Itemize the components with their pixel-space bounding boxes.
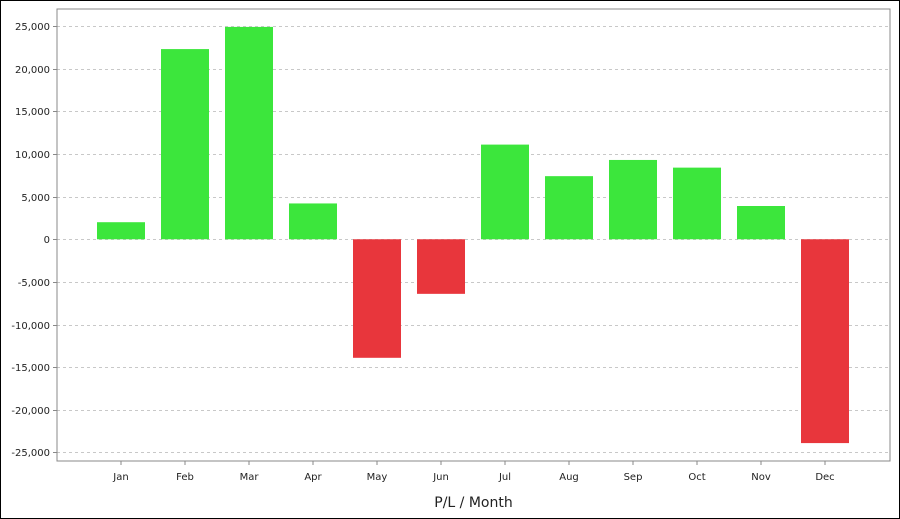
bar-jun	[417, 239, 465, 294]
x-tick-label-may: May	[367, 472, 388, 483]
bar-apr	[289, 203, 337, 240]
bar-jul	[481, 144, 529, 240]
y-tick-label: 5,000	[21, 193, 50, 204]
x-tick-label-jun: Jun	[432, 472, 449, 483]
y-tick-label: -20,000	[11, 406, 50, 417]
y-tick-label: -15,000	[11, 363, 50, 374]
bars	[97, 26, 849, 444]
x-tick-label-nov: Nov	[751, 472, 771, 483]
bar-nov	[737, 206, 785, 240]
x-tick-label-jan: Jan	[112, 472, 128, 483]
bar-mar	[225, 26, 273, 240]
bar-may	[353, 239, 401, 358]
bar-sep	[609, 159, 657, 240]
y-tick-label: -10,000	[11, 321, 50, 332]
x-tick-label-dec: Dec	[815, 472, 834, 483]
y-tick-label: 20,000	[15, 65, 50, 76]
bar-jan	[97, 222, 145, 240]
x-axis-title: P/L / Month	[434, 495, 512, 511]
y-tick-label: 10,000	[15, 150, 50, 161]
y-axis-ticks: 25,000 20,000 15,000 10,000 5,000 0 -5,000 -10,…	[11, 22, 57, 459]
bar-aug	[545, 176, 593, 240]
x-tick-label-feb: Feb	[176, 472, 194, 483]
x-tick-label-aug: Aug	[559, 472, 579, 483]
y-tick-label: -25,000	[11, 448, 50, 459]
y-tick-label: -5,000	[18, 278, 50, 289]
bar-feb	[161, 49, 209, 240]
y-tick-label: 0	[44, 235, 50, 246]
x-tick-label-apr: Apr	[304, 472, 322, 483]
x-tick-label-sep: Sep	[624, 472, 643, 483]
bar-oct	[673, 167, 721, 240]
x-tick-label-mar: Mar	[240, 472, 260, 483]
bar-dec	[801, 239, 849, 444]
x-tick-label-oct: Oct	[688, 472, 705, 483]
x-tick-label-jul: Jul	[498, 472, 511, 483]
y-tick-label: 15,000	[15, 107, 50, 118]
x-axis-ticks: Jan Feb Mar Apr May Jun Jul Aug Sep Oct Nov Dec	[112, 461, 835, 483]
y-tick-label: 25,000	[15, 22, 50, 33]
